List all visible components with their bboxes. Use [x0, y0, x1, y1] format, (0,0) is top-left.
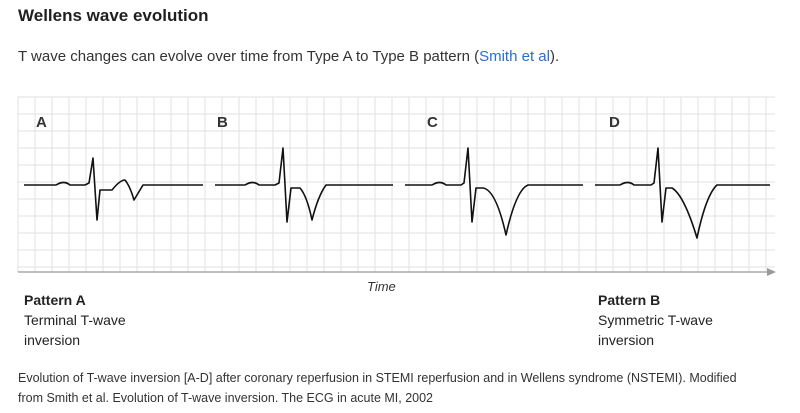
ecg-trace-d: [595, 147, 770, 239]
pattern-b-name: Pattern B: [598, 292, 661, 308]
smith-et-al-link[interactable]: Smith et al: [479, 48, 550, 65]
panel-label-c: C: [427, 114, 438, 131]
pattern-b-legend: Pattern B Symmetric T-wave inversion: [598, 290, 713, 350]
panel-label-a: A: [36, 114, 47, 131]
intro-text-before: T wave changes can evolve over time from…: [18, 48, 480, 65]
ecg-trace-b: [215, 147, 393, 223]
pattern-b-desc-line2: inversion: [598, 332, 655, 348]
caption-line2: from Smith et al. Evolution of T-wave in…: [18, 391, 434, 405]
time-axis-arrowhead: [767, 268, 776, 276]
panel-label-b: B: [217, 114, 228, 131]
intro-text: T wave changes can evolve over time from…: [18, 48, 559, 65]
panel-label-d: D: [609, 114, 620, 131]
pattern-b-desc-line1: Symmetric T-wave: [598, 312, 713, 328]
pattern-a-desc-line1: Terminal T-wave: [24, 312, 126, 328]
intro-text-after: ).: [549, 48, 560, 65]
pattern-a-legend: Pattern A Terminal T-wave inversion: [24, 290, 126, 350]
ecg-trace-c: [405, 147, 583, 236]
ecg-trace-a: [24, 157, 203, 221]
page-title: Wellens wave evolution: [18, 6, 209, 25]
caption-line1: Evolution of T-wave inversion [A-D] afte…: [18, 371, 737, 385]
time-axis-label: Time: [367, 279, 396, 294]
pattern-a-desc-line2: inversion: [24, 332, 81, 348]
ecg-grid: [17, 96, 775, 272]
pattern-a-name: Pattern A: [24, 292, 86, 308]
figure-caption: Evolution of T-wave inversion [A-D] afte…: [18, 368, 788, 408]
